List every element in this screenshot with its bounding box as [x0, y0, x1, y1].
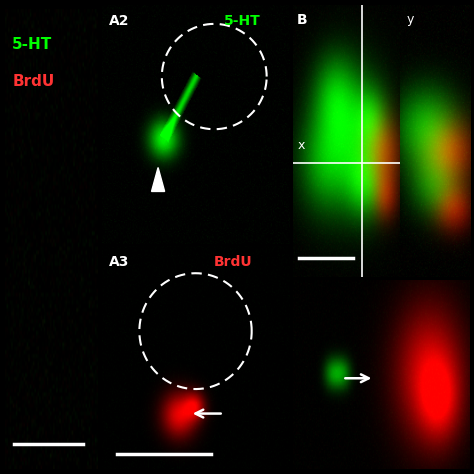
Text: 5-HT: 5-HT [224, 14, 260, 28]
Text: 5-HT: 5-HT [12, 37, 53, 52]
Text: B: B [297, 13, 308, 27]
Polygon shape [152, 167, 164, 191]
Text: y: y [407, 13, 414, 26]
Text: BrdU: BrdU [12, 74, 55, 89]
Text: BrdU: BrdU [214, 255, 253, 269]
Text: A3: A3 [109, 255, 130, 269]
Text: A2: A2 [109, 14, 130, 28]
Text: x: x [297, 139, 305, 152]
